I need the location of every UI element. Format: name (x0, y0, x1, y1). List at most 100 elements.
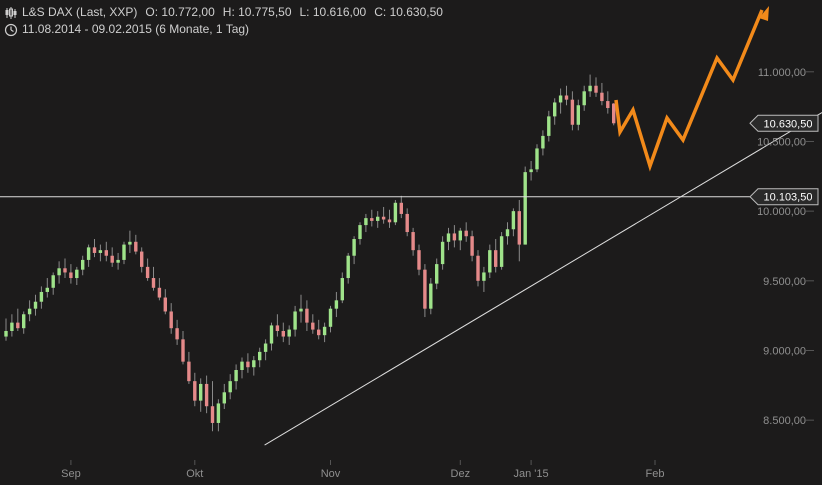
candle-body (104, 250, 108, 256)
candle-body (517, 211, 521, 245)
candle-body (558, 95, 563, 103)
candle-body (576, 105, 580, 125)
projection-arrowhead (759, 6, 769, 21)
projection-path (614, 9, 764, 172)
candle-body (51, 275, 55, 288)
candle-body (612, 103, 616, 124)
x-tick-label: Sep (61, 468, 81, 480)
y-tick-label: 10.000,00 (757, 206, 806, 218)
y-tick-label: 9.000,00 (763, 345, 806, 357)
candle-body (429, 283, 433, 309)
candle-body (499, 236, 504, 267)
candle-body (411, 232, 415, 251)
candle-body (252, 360, 256, 368)
candle-body (358, 225, 362, 240)
candle-body (222, 392, 226, 404)
candle-body (75, 269, 79, 279)
last-price-label-text: 10.630,50 (764, 118, 813, 130)
candle-body (488, 250, 492, 273)
candle-body (535, 148, 539, 170)
resistance-label: 10.103,50 (749, 188, 819, 206)
resistance-label-text: 10.103,50 (764, 192, 813, 204)
x-tick-label: Nov (321, 468, 341, 480)
candle-body (134, 241, 138, 252)
candle-body (464, 230, 468, 237)
candle-body (293, 311, 297, 330)
chart-header: L&S DAX (Last, XXP) O: 10.772,00 H: 10.7… (4, 4, 443, 38)
candle-body (476, 255, 480, 281)
candle-body (234, 370, 238, 382)
period-text: 11.08.2014 - 09.02.2015 (6 Monate, 1 Tag… (22, 22, 250, 36)
open-value: O: 10.772,00 (145, 5, 215, 19)
candle-body (470, 236, 474, 256)
candle-body (564, 95, 569, 100)
candle-body (22, 314, 26, 329)
candle-body (364, 218, 368, 226)
candle-body (594, 85, 598, 93)
candle-body (92, 247, 97, 253)
y-tick-label: 9.500,00 (763, 276, 806, 288)
candle-body (606, 101, 610, 109)
candle-body (16, 322, 20, 329)
candle-body (33, 301, 38, 309)
candle-body (140, 251, 144, 267)
low-value: L: 10.616,00 (299, 5, 367, 19)
candle-body (145, 266, 150, 279)
candle-body (423, 269, 427, 309)
candle-body (187, 361, 191, 382)
candle-body (116, 259, 120, 263)
candles (4, 74, 616, 432)
candle-body (151, 278, 156, 288)
candle-body (63, 268, 67, 273)
candle-body (181, 339, 185, 362)
candle-body (399, 202, 403, 214)
candle-body (553, 102, 557, 117)
candle-body (387, 219, 392, 223)
candle-body (452, 233, 457, 241)
y-tick-label: 8.500,00 (763, 415, 806, 427)
candle-body (10, 322, 14, 331)
candle-body (275, 325, 280, 331)
candle-body (128, 241, 132, 245)
candle-body (376, 216, 380, 221)
candle-body (86, 247, 91, 260)
candle-body (547, 116, 551, 136)
candle-body (328, 308, 333, 327)
candle-body (370, 218, 374, 221)
candle-body (570, 99, 575, 125)
candle-body (269, 325, 274, 344)
candle-body (69, 272, 73, 279)
candle-body (417, 250, 421, 270)
candle-body (334, 300, 339, 309)
candle-body (246, 361, 250, 368)
candle-body (157, 287, 162, 298)
candle-body (305, 308, 309, 323)
y-tick-label: 11.000,00 (758, 67, 806, 79)
candle-body (393, 202, 398, 223)
candle-body (494, 250, 498, 267)
x-tick-label: Feb (646, 468, 665, 480)
candle-body (39, 291, 44, 302)
candle-body (210, 406, 215, 423)
candle-body (98, 250, 103, 253)
clock-icon (4, 23, 18, 36)
chart-lines (0, 6, 822, 446)
instrument-name: L&S DAX (Last, XXP) (22, 5, 138, 19)
candle-body (45, 287, 49, 292)
candle-body (523, 172, 527, 245)
candle-body (216, 403, 221, 423)
candle-body (4, 330, 8, 337)
price-labels: 10.630,50 10.103,50 (749, 114, 819, 206)
candle-body (505, 229, 510, 237)
candle-body (529, 169, 533, 173)
candle-body (352, 239, 356, 256)
candle-body (588, 85, 592, 92)
period-row: 11.08.2014 - 09.02.2015 (6 Monate, 1 Tag… (4, 21, 443, 38)
candle-body (541, 135, 545, 149)
last-price-label-box (749, 114, 819, 132)
candle-body (600, 92, 604, 102)
candle-body (263, 343, 268, 352)
candle-body (340, 278, 344, 301)
candle-body (287, 329, 291, 337)
